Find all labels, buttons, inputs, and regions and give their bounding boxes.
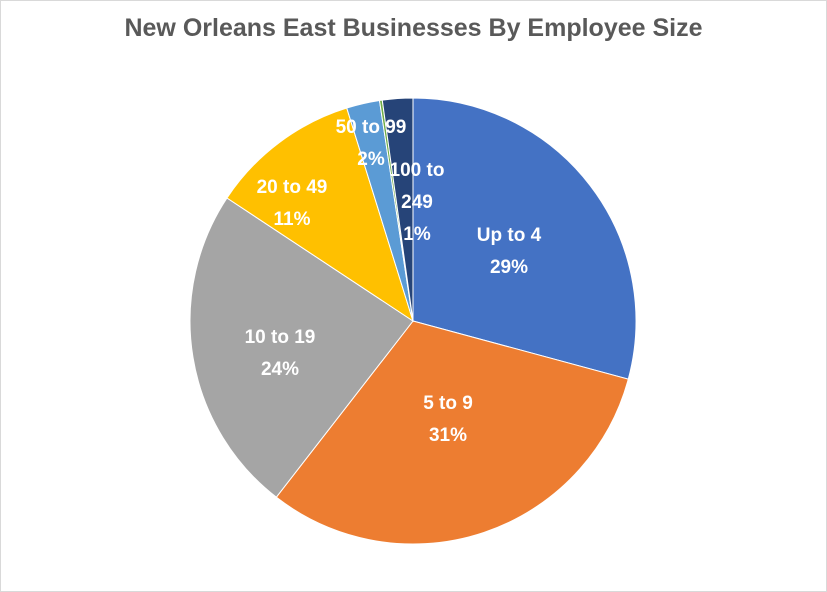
slice-label-2: 10 to 19 24% — [245, 327, 316, 380]
slice-label-0: Up to 4 29% — [477, 225, 542, 278]
slice-category: 249 — [401, 192, 433, 213]
slice-percent: 24% — [261, 359, 299, 380]
pie-slice-3 — [226, 107, 414, 323]
slice-percent: 1% — [403, 224, 431, 245]
pie-slice-6 — [381, 97, 414, 322]
slice-label-4: 50 to 99 2% — [336, 117, 407, 170]
slice-category: 100 to — [390, 160, 445, 181]
pie-labels: Up to 4 29% 5 to 9 31% 10 to 19 24% 20 to 49 11… — [245, 117, 542, 446]
pie-slice-2 — [189, 197, 414, 498]
slice-category: 50 to 99 — [336, 117, 407, 138]
pie-slice-0 — [412, 97, 637, 380]
slice-label-3: 20 to 49 11% — [257, 177, 328, 230]
slice-percent: 11% — [274, 209, 311, 230]
slice-category: 5 to 9 — [423, 393, 473, 414]
pie-slices — [189, 97, 637, 545]
slice-category: Up to 4 — [477, 225, 542, 246]
slice-label-6: 100 to 249 1% — [390, 160, 445, 245]
slice-category: 10 to 19 — [245, 327, 316, 348]
chart-title: New Orleans East Businesses By Employee … — [124, 14, 703, 42]
slice-percent: 2% — [357, 149, 385, 170]
pie-slice-1 — [275, 320, 629, 545]
slice-label-1: 5 to 9 31% — [423, 393, 473, 446]
slice-category: 20 to 49 — [257, 177, 328, 198]
slice-percent: 29% — [490, 257, 528, 278]
slice-percent: 31% — [429, 425, 467, 446]
